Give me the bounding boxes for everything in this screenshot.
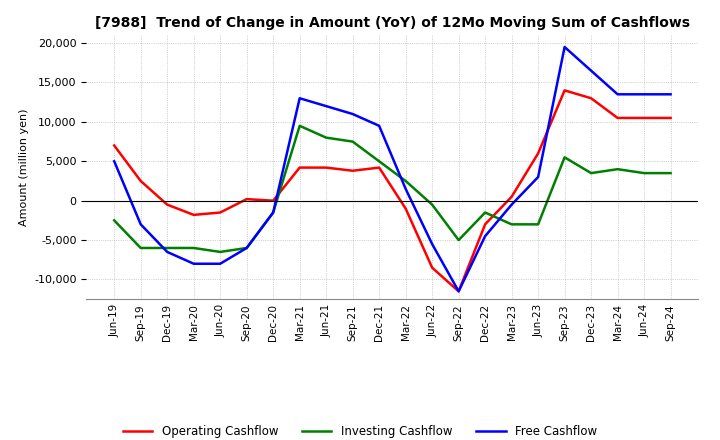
Investing Cashflow bbox=[454, 238, 463, 243]
Free Cashflow bbox=[269, 210, 277, 215]
Operating Cashflow bbox=[243, 197, 251, 202]
Investing Cashflow bbox=[322, 135, 330, 140]
Free Cashflow bbox=[454, 289, 463, 294]
Free Cashflow bbox=[163, 249, 171, 255]
Free Cashflow bbox=[110, 159, 119, 164]
Free Cashflow bbox=[216, 261, 225, 266]
Operating Cashflow bbox=[136, 178, 145, 183]
Free Cashflow bbox=[534, 174, 542, 180]
Free Cashflow bbox=[136, 222, 145, 227]
Investing Cashflow bbox=[243, 246, 251, 251]
Investing Cashflow bbox=[269, 210, 277, 215]
Investing Cashflow bbox=[189, 246, 198, 251]
Operating Cashflow bbox=[375, 165, 384, 170]
Investing Cashflow bbox=[295, 123, 304, 128]
Investing Cashflow bbox=[428, 202, 436, 207]
Operating Cashflow bbox=[295, 165, 304, 170]
Free Cashflow bbox=[189, 261, 198, 266]
Operating Cashflow bbox=[216, 210, 225, 215]
Investing Cashflow bbox=[375, 159, 384, 164]
Free Cashflow bbox=[322, 103, 330, 109]
Operating Cashflow bbox=[163, 202, 171, 207]
Operating Cashflow bbox=[189, 212, 198, 217]
Operating Cashflow bbox=[322, 165, 330, 170]
Investing Cashflow bbox=[136, 246, 145, 251]
Free Cashflow bbox=[375, 123, 384, 128]
Operating Cashflow bbox=[269, 198, 277, 203]
Free Cashflow bbox=[295, 95, 304, 101]
Operating Cashflow bbox=[613, 115, 622, 121]
Operating Cashflow bbox=[401, 206, 410, 211]
Free Cashflow bbox=[587, 68, 595, 73]
Line: Investing Cashflow: Investing Cashflow bbox=[114, 126, 670, 252]
Investing Cashflow bbox=[534, 222, 542, 227]
Free Cashflow bbox=[666, 92, 675, 97]
Operating Cashflow bbox=[560, 88, 569, 93]
Free Cashflow bbox=[428, 242, 436, 247]
Free Cashflow bbox=[560, 44, 569, 50]
Free Cashflow bbox=[613, 92, 622, 97]
Line: Free Cashflow: Free Cashflow bbox=[114, 47, 670, 291]
Investing Cashflow bbox=[348, 139, 357, 144]
Investing Cashflow bbox=[481, 210, 490, 215]
Investing Cashflow bbox=[110, 218, 119, 223]
Operating Cashflow bbox=[454, 289, 463, 294]
Legend: Operating Cashflow, Investing Cashflow, Free Cashflow: Operating Cashflow, Investing Cashflow, … bbox=[118, 421, 602, 440]
Investing Cashflow bbox=[401, 178, 410, 183]
Operating Cashflow bbox=[534, 151, 542, 156]
Operating Cashflow bbox=[508, 194, 516, 199]
Operating Cashflow bbox=[587, 95, 595, 101]
Investing Cashflow bbox=[587, 170, 595, 176]
Investing Cashflow bbox=[666, 170, 675, 176]
Operating Cashflow bbox=[481, 222, 490, 227]
Operating Cashflow bbox=[640, 115, 649, 121]
Operating Cashflow bbox=[428, 265, 436, 270]
Investing Cashflow bbox=[508, 222, 516, 227]
Free Cashflow bbox=[481, 234, 490, 239]
Investing Cashflow bbox=[640, 170, 649, 176]
Operating Cashflow bbox=[110, 143, 119, 148]
Investing Cashflow bbox=[613, 166, 622, 172]
Operating Cashflow bbox=[348, 168, 357, 173]
Free Cashflow bbox=[348, 111, 357, 117]
Y-axis label: Amount (million yen): Amount (million yen) bbox=[19, 108, 29, 226]
Free Cashflow bbox=[243, 246, 251, 251]
Line: Operating Cashflow: Operating Cashflow bbox=[114, 90, 670, 291]
Investing Cashflow bbox=[163, 246, 171, 251]
Investing Cashflow bbox=[216, 249, 225, 255]
Free Cashflow bbox=[640, 92, 649, 97]
Title: [7988]  Trend of Change in Amount (YoY) of 12Mo Moving Sum of Cashflows: [7988] Trend of Change in Amount (YoY) o… bbox=[95, 16, 690, 30]
Free Cashflow bbox=[401, 186, 410, 191]
Investing Cashflow bbox=[560, 155, 569, 160]
Operating Cashflow bbox=[666, 115, 675, 121]
Free Cashflow bbox=[508, 202, 516, 207]
